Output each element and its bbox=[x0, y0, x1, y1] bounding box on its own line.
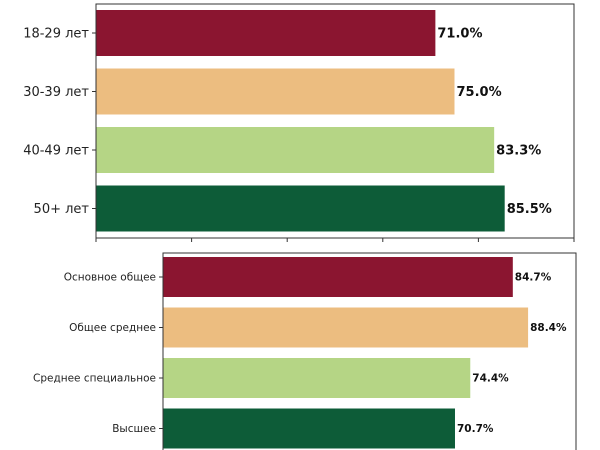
axes-frame bbox=[162, 252, 577, 450]
data-label: 71.0% bbox=[437, 27, 482, 42]
y-tick-label: Общее среднее bbox=[69, 322, 156, 334]
bar bbox=[163, 408, 455, 449]
bar bbox=[96, 68, 455, 115]
axes-frame bbox=[95, 3, 575, 239]
data-label: 74.4% bbox=[472, 373, 509, 385]
bar bbox=[163, 307, 529, 348]
y-tick-label: Высшее bbox=[112, 423, 156, 435]
bar bbox=[163, 358, 471, 398]
chart-panel-2: 84.7% Основное общее 88.4% Общее среднее 74.… bbox=[33, 252, 577, 450]
chart-panel-1: 71.0% 18-29 лет 75.0% 30-39 лет 83.3% 40-49 л… bbox=[23, 3, 575, 242]
data-label: 70.7% bbox=[457, 423, 494, 435]
y-tick-label: 40-49 лет bbox=[23, 144, 89, 159]
bar bbox=[96, 127, 495, 173]
y-tick-label: 18-29 лет bbox=[23, 27, 89, 42]
data-label: 75.0% bbox=[457, 85, 502, 100]
bar bbox=[96, 185, 505, 232]
y-tick-label: 50+ лет bbox=[34, 202, 90, 217]
y-tick-label: 30-39 лет bbox=[23, 85, 89, 100]
data-label: 84.7% bbox=[515, 272, 552, 284]
data-label: 85.5% bbox=[507, 202, 552, 217]
data-label: 83.3% bbox=[496, 144, 541, 159]
y-tick-label: Среднее специальное bbox=[33, 373, 156, 385]
bar bbox=[96, 10, 436, 56]
y-tick-label: Основное общее bbox=[64, 272, 156, 284]
data-label: 88.4% bbox=[530, 322, 567, 334]
bar bbox=[163, 257, 513, 297]
